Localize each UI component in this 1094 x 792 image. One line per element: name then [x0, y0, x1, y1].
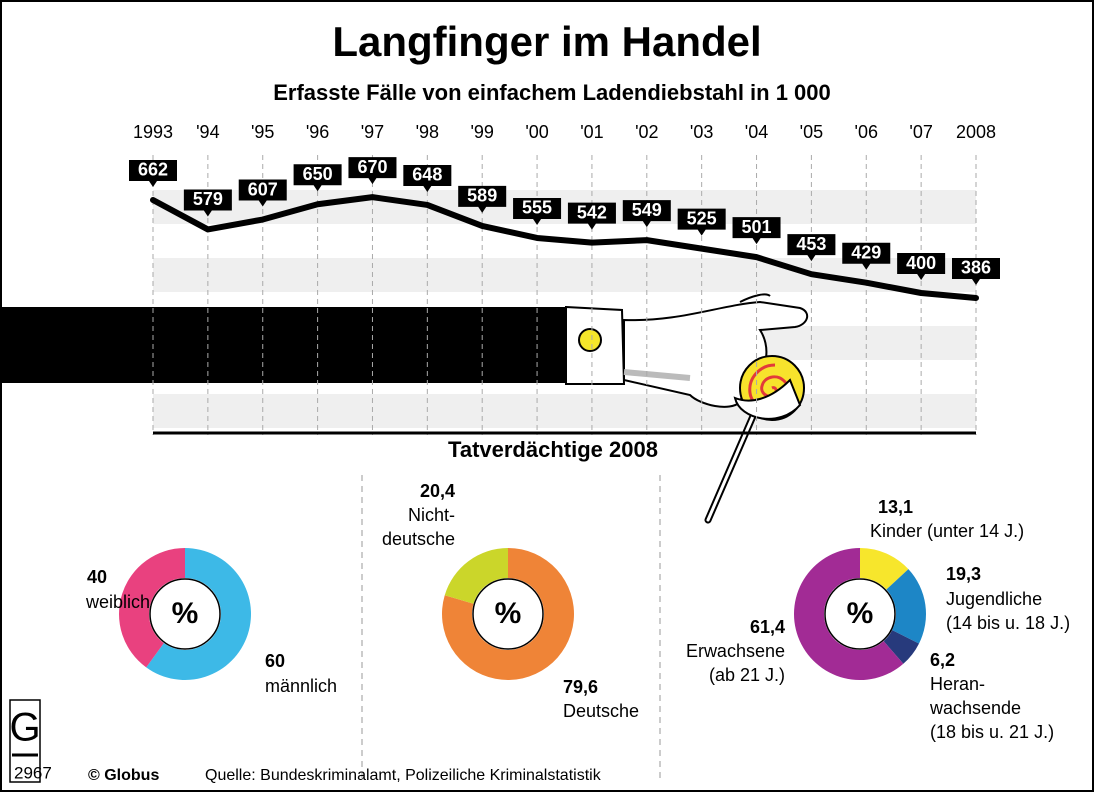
value-label: 40 — [87, 567, 107, 587]
x-tick-label: '03 — [690, 122, 713, 142]
data-label: 549 — [632, 200, 662, 220]
data-label: 453 — [796, 234, 826, 254]
data-label: 525 — [687, 208, 717, 228]
data-label: 589 — [467, 186, 497, 206]
center-label: % — [847, 597, 874, 630]
value-label: 13,1 — [878, 497, 913, 517]
value-label: 20,4 — [420, 481, 455, 501]
x-tick-label: '99 — [470, 122, 493, 142]
data-label: 607 — [248, 179, 278, 199]
band — [153, 394, 976, 428]
category-label: Deutsche — [563, 701, 639, 721]
data-label: 650 — [303, 164, 333, 184]
data-label: 555 — [522, 198, 552, 218]
x-tick-label: '06 — [855, 122, 878, 142]
value-label: 6,2 — [930, 650, 955, 670]
data-label: 386 — [961, 258, 991, 278]
category-label: Kinder (unter 14 J.) — [870, 521, 1024, 541]
data-label: 542 — [577, 202, 607, 222]
x-tick-label: '00 — [525, 122, 548, 142]
x-tick-label: '95 — [251, 122, 274, 142]
center-label: % — [172, 597, 199, 630]
data-label: 400 — [906, 253, 936, 273]
value-label: 79,6 — [563, 677, 598, 697]
x-tick-label: '05 — [800, 122, 823, 142]
x-tick-label: '02 — [635, 122, 658, 142]
source: Quelle: Bundeskriminalamt, Polizeiliche … — [205, 767, 602, 784]
data-label: 579 — [193, 189, 223, 209]
data-label: 501 — [742, 217, 772, 237]
x-tick-label: '01 — [580, 122, 603, 142]
x-tick-label: '97 — [361, 122, 384, 142]
x-tick-label: 1993 — [133, 122, 173, 142]
center-label: % — [495, 597, 522, 630]
value-label: 19,3 — [946, 564, 981, 584]
publisher: © Globus — [88, 767, 159, 784]
infographic: Langfinger im Handel Erfasste Fälle von … — [0, 0, 1094, 792]
x-tick-label: '98 — [416, 122, 439, 142]
value-label: 61,4 — [750, 617, 785, 637]
chart-subtitle: Erfasste Fälle von einfachem Ladendiebst… — [273, 80, 831, 105]
chart-title: Langfinger im Handel — [332, 18, 761, 65]
x-tick-label: 2008 — [956, 122, 996, 142]
data-label: 670 — [357, 157, 387, 177]
value-label: 60 — [265, 651, 285, 671]
data-label: 648 — [412, 165, 442, 185]
x-tick-label: '94 — [196, 122, 219, 142]
data-label: 429 — [851, 242, 881, 262]
category-label: männlich — [265, 676, 337, 696]
logo-number: 2967 — [14, 763, 52, 782]
x-tick-label: '04 — [745, 122, 768, 142]
category-label: weiblich — [85, 592, 150, 612]
x-tick-label: '07 — [909, 122, 932, 142]
data-label: 662 — [138, 160, 168, 180]
section-title: Tatverdächtige 2008 — [448, 437, 658, 462]
x-tick-label: '96 — [306, 122, 329, 142]
logo: G — [9, 706, 40, 750]
